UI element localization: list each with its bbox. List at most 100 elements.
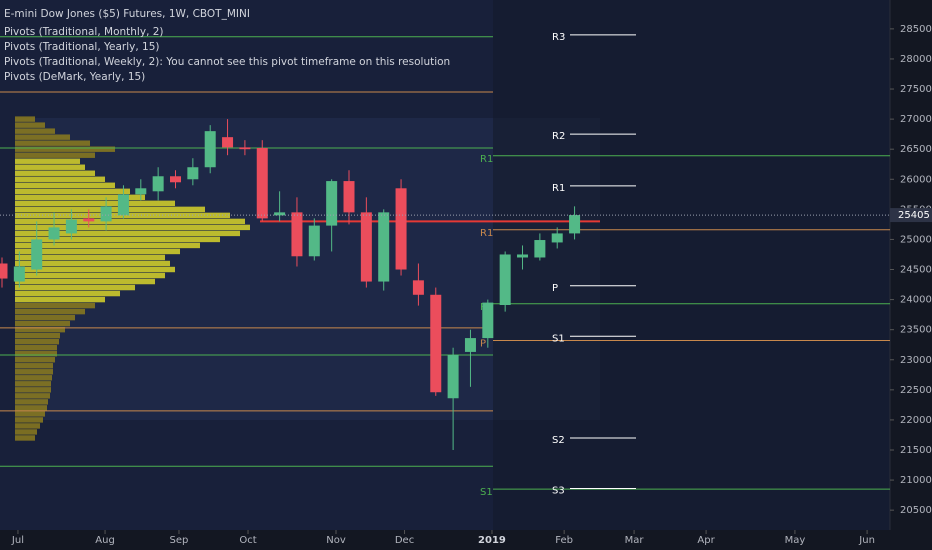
pivot-label: P — [552, 283, 558, 294]
profile-bar — [15, 429, 37, 435]
candle-body — [343, 181, 355, 213]
candle-body — [534, 240, 546, 258]
pivot-label: R2 — [552, 131, 565, 142]
profile-bar — [15, 363, 53, 369]
profile-bar — [15, 369, 53, 375]
time-axis — [0, 530, 890, 550]
profile-bar — [15, 224, 250, 231]
x-tick-label: Aug — [95, 535, 115, 546]
profile-bar — [15, 152, 95, 158]
pivot-label: R1 — [552, 183, 565, 194]
candle-body — [204, 131, 216, 168]
candle-body — [308, 225, 320, 257]
candle-body — [13, 266, 25, 282]
profile-bar — [15, 134, 70, 140]
last-price-box — [890, 208, 932, 223]
profile-bar — [15, 116, 35, 122]
y-tick-label: 23500 — [900, 325, 932, 336]
candle-body — [48, 227, 60, 240]
candle-body — [222, 137, 234, 148]
price-axis — [890, 0, 932, 550]
pivot-label: R3 — [552, 32, 565, 43]
profile-bar — [15, 278, 155, 285]
profile-bar — [15, 435, 35, 441]
candle-body — [464, 338, 476, 352]
profile-bar — [15, 188, 130, 195]
candle-body — [395, 188, 407, 270]
profile-bar — [15, 411, 45, 417]
profile-bar — [15, 260, 170, 267]
study-label: Pivots (Traditional, Yearly, 15) — [4, 41, 160, 53]
x-tick-label: Oct — [239, 535, 256, 546]
y-tick-label: 25000 — [900, 234, 932, 245]
pivot-label: S1 — [552, 333, 565, 344]
x-tick-label: Feb — [555, 535, 573, 546]
y-tick-label: 22000 — [900, 415, 932, 426]
x-tick-label: Jun — [858, 535, 875, 546]
x-tick-label: Sep — [170, 535, 189, 546]
profile-bar — [15, 320, 70, 327]
x-tick-label: Mar — [625, 535, 645, 546]
profile-bar — [15, 351, 57, 357]
profile-bar — [15, 182, 115, 188]
x-tick-label: Apr — [697, 535, 715, 546]
profile-bar — [15, 314, 75, 321]
pivot-label: S1 — [480, 487, 493, 498]
profile-bar — [15, 272, 165, 279]
profile-bar — [15, 122, 45, 128]
y-tick-label: 27000 — [900, 114, 932, 125]
pivot-label: R1 — [480, 228, 493, 239]
profile-bar — [15, 140, 90, 146]
y-tick-label: 27500 — [900, 84, 932, 95]
candle-body — [187, 167, 199, 180]
profile-bar — [15, 393, 50, 399]
profile-bar — [15, 326, 65, 333]
profile-bar — [15, 128, 55, 134]
candle-body — [135, 188, 147, 195]
profile-bar — [15, 248, 180, 255]
y-tick-label: 26000 — [900, 174, 932, 185]
y-tick-label: 21000 — [900, 475, 932, 486]
y-tick-label: 24500 — [900, 265, 932, 276]
profile-bar — [15, 236, 220, 243]
profile-bar — [15, 302, 95, 309]
candle-body — [274, 212, 286, 216]
x-tick-label: 2019 — [478, 535, 506, 546]
candle-body — [65, 219, 77, 234]
profile-bar — [15, 242, 200, 249]
candle-body — [256, 147, 268, 219]
candle-body — [0, 263, 8, 279]
candle-body — [239, 147, 251, 150]
pivot-label: R1 — [480, 154, 493, 165]
profile-bar — [15, 417, 43, 423]
candle-body — [117, 194, 129, 216]
candle-body — [326, 181, 338, 226]
candle-body — [482, 302, 494, 339]
profile-bar — [15, 200, 175, 207]
candle-body — [291, 212, 303, 257]
profile-bar — [15, 230, 240, 237]
candle-body — [152, 176, 164, 192]
study-label: Pivots (Traditional, Weekly, 2): You can… — [4, 56, 450, 68]
profile-bar — [15, 254, 165, 261]
candle-body — [430, 294, 442, 393]
profile-bar — [15, 308, 85, 315]
pivot-label: S3 — [552, 485, 565, 496]
y-tick-label: 28000 — [900, 54, 932, 65]
profile-bar — [15, 194, 145, 201]
profile-bar — [15, 176, 105, 182]
profile-bar — [15, 399, 48, 405]
y-tick-label: 22500 — [900, 385, 932, 396]
profile-bar — [15, 158, 80, 164]
profile-bar — [15, 332, 60, 339]
candle-body — [170, 176, 182, 183]
y-tick-label: 28500 — [900, 24, 932, 35]
profile-bar — [15, 266, 175, 273]
profile-bar — [15, 146, 115, 152]
profile-bar — [15, 170, 95, 176]
x-tick-label: Nov — [326, 535, 346, 546]
y-tick-label: 21500 — [900, 445, 932, 456]
title: E-mini Dow Jones ($5) Futures, 1W, CBOT_… — [4, 8, 250, 20]
